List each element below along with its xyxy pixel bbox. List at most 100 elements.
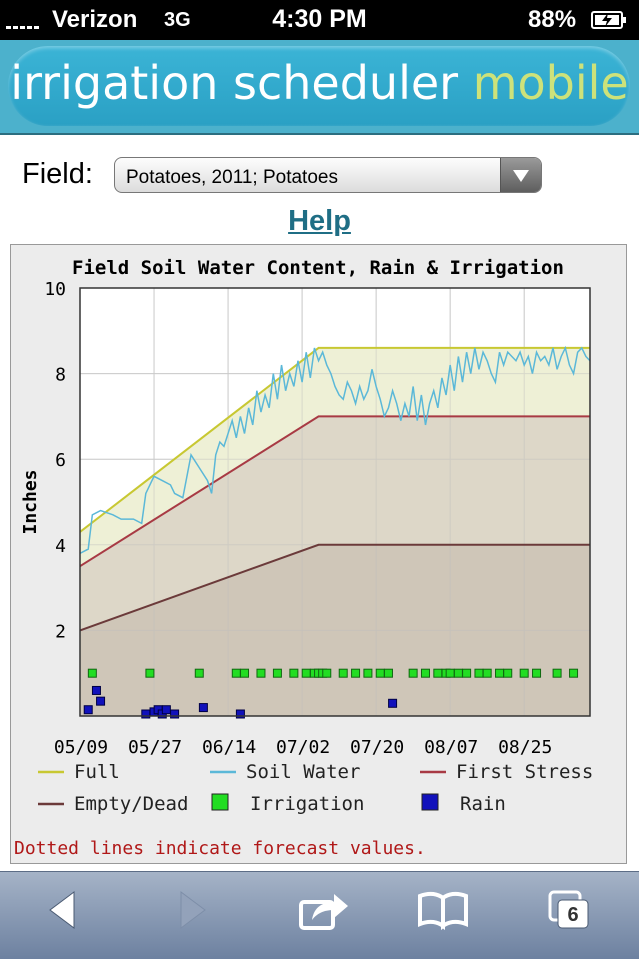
network-type: 3G — [164, 9, 191, 31]
x-tick-label: 05/27 — [128, 737, 182, 758]
irrigation-marker — [375, 668, 385, 678]
legend-swatch — [211, 793, 229, 811]
y-tick-label: 4 — [55, 536, 66, 557]
rain-marker — [161, 705, 171, 715]
legend-item: Soil Water — [210, 761, 360, 783]
back-icon[interactable] — [44, 888, 84, 932]
legend-item: Empty/Dead — [38, 793, 188, 815]
legend-label: Rain — [460, 793, 506, 815]
tabs-icon[interactable]: 6 — [546, 888, 594, 932]
irrigation-marker — [408, 668, 418, 678]
irrigation-marker — [272, 668, 282, 678]
legend-label: Full — [74, 761, 120, 783]
irrigation-marker — [445, 668, 455, 678]
clock: 4:30 PM — [272, 5, 367, 33]
irrigation-marker — [503, 668, 513, 678]
irrigation-marker — [474, 668, 484, 678]
series-first-stress — [79, 415, 590, 568]
irrigation-marker — [552, 668, 562, 678]
legend-item: Rain — [421, 793, 506, 815]
y-tick-label: 2 — [55, 621, 66, 642]
chevron-down-icon — [513, 170, 529, 182]
irrigation-marker — [462, 668, 472, 678]
x-tick-label: 06/14 — [202, 737, 256, 758]
forward-icon[interactable] — [171, 888, 211, 932]
field-select[interactable]: Potatoes, 2011; Potatoes — [114, 157, 542, 193]
rain-marker — [388, 698, 398, 708]
x-tick-label: 07/02 — [276, 737, 330, 758]
banner-pill — [8, 46, 630, 126]
rain-marker — [141, 709, 151, 719]
irrigation-marker — [301, 668, 311, 678]
legend-item: First Stress — [420, 761, 593, 783]
carrier-name: Verizon — [52, 6, 138, 33]
divider — [0, 133, 639, 135]
irrigation-marker — [194, 668, 204, 678]
irrigation-marker — [351, 668, 361, 678]
x-tick-label: 08/07 — [424, 737, 478, 758]
series-soil-water — [79, 345, 591, 555]
legend-label: Irrigation — [250, 793, 364, 815]
legend-label: First Stress — [456, 761, 593, 783]
y-tick-label: 10 — [44, 279, 66, 300]
rain-marker — [235, 709, 245, 719]
chart-title: Field Soil Water Content, Rain & Irrigat… — [72, 257, 564, 279]
forecast-note: Dotted lines indicate forecast values. — [14, 838, 426, 859]
tab-count: 6 — [567, 904, 578, 926]
plot-frame — [79, 287, 591, 717]
field-label: Field: — [22, 158, 93, 190]
dropdown-button[interactable] — [500, 158, 541, 192]
app-logo: irrigation scheduler mobile — [0, 56, 639, 110]
battery-icon — [591, 11, 626, 29]
irrigation-marker — [532, 668, 542, 678]
legend-label: Soil Water — [246, 761, 360, 783]
y-axis-label: Inches — [20, 469, 41, 534]
area-stress-to-empty — [80, 416, 590, 631]
rain-marker — [91, 685, 101, 695]
rain-marker — [96, 696, 106, 706]
irrigation-marker — [433, 668, 443, 678]
y-tick-label: 8 — [55, 365, 66, 386]
x-tick-label: 08/25 — [498, 737, 552, 758]
rain-marker — [170, 709, 180, 719]
browser-toolbar: 6 — [0, 871, 639, 959]
app-banner: irrigation scheduler mobile — [0, 40, 639, 133]
legend-item: Irrigation — [211, 793, 364, 815]
irrigation-marker — [569, 668, 579, 678]
rain-marker — [83, 705, 93, 715]
app-title-main: irrigation scheduler — [10, 56, 459, 110]
series-full — [79, 346, 590, 533]
rain-marker — [198, 703, 208, 713]
irrigation-marker — [87, 668, 97, 678]
irrigation-marker — [231, 668, 241, 678]
irrigation-marker — [519, 668, 529, 678]
field-select-value: Potatoes, 2011; Potatoes — [126, 167, 338, 188]
app-title-accent: mobile — [472, 56, 629, 110]
irrigation-marker — [495, 668, 505, 678]
irrigation-marker — [256, 668, 266, 678]
irrigation-marker — [453, 668, 463, 678]
soil-water-chart: Field Soil Water Content, Rain & Irrigat… — [14, 257, 593, 859]
irrigation-marker — [420, 668, 430, 678]
y-tick-label: 6 — [55, 450, 66, 471]
help-link[interactable]: Help — [288, 205, 351, 237]
signal-strength-icon — [6, 26, 39, 29]
irrigation-marker — [322, 668, 332, 678]
battery-percent: 88% — [528, 6, 577, 33]
x-tick-label: 07/20 — [350, 737, 404, 758]
legend-label: Empty/Dead — [74, 793, 188, 815]
legend-swatch — [421, 793, 439, 811]
irrigation-marker — [289, 668, 299, 678]
x-tick-label: 05/09 — [54, 737, 108, 758]
irrigation-marker — [145, 668, 155, 678]
bookmarks-icon[interactable] — [416, 888, 470, 932]
irrigation-marker — [383, 668, 393, 678]
area-full-to-stress — [80, 347, 590, 567]
legend-item: Full — [38, 761, 120, 783]
irrigation-marker — [482, 668, 492, 678]
irrigation-marker — [240, 668, 250, 678]
irrigation-marker — [338, 668, 348, 678]
share-icon[interactable] — [298, 888, 350, 932]
irrigation-marker — [363, 668, 373, 678]
series-empty-dead — [79, 543, 590, 632]
